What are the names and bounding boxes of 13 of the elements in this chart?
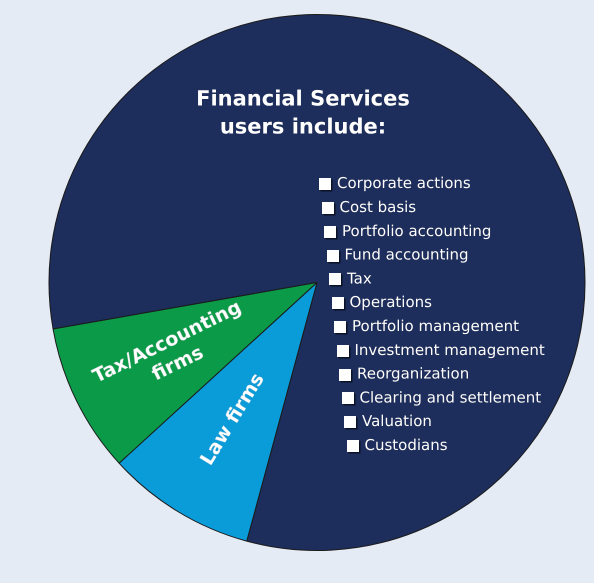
text: Investment management [354,340,545,359]
text: Custodians [364,436,448,454]
text: Financial Services users include: [196,86,410,139]
text: Corporate actions [337,174,471,192]
text: Cost basis [340,198,416,216]
text: Operations [350,293,432,312]
text: Clearing and settlement [360,388,542,406]
text: Portfolio management [352,316,520,335]
text: Reorganization [357,364,470,383]
text: Fund accounting [344,246,469,264]
text: Valuation [362,412,432,430]
text: Tax [346,269,372,288]
text: Portfolio accounting [342,222,492,240]
